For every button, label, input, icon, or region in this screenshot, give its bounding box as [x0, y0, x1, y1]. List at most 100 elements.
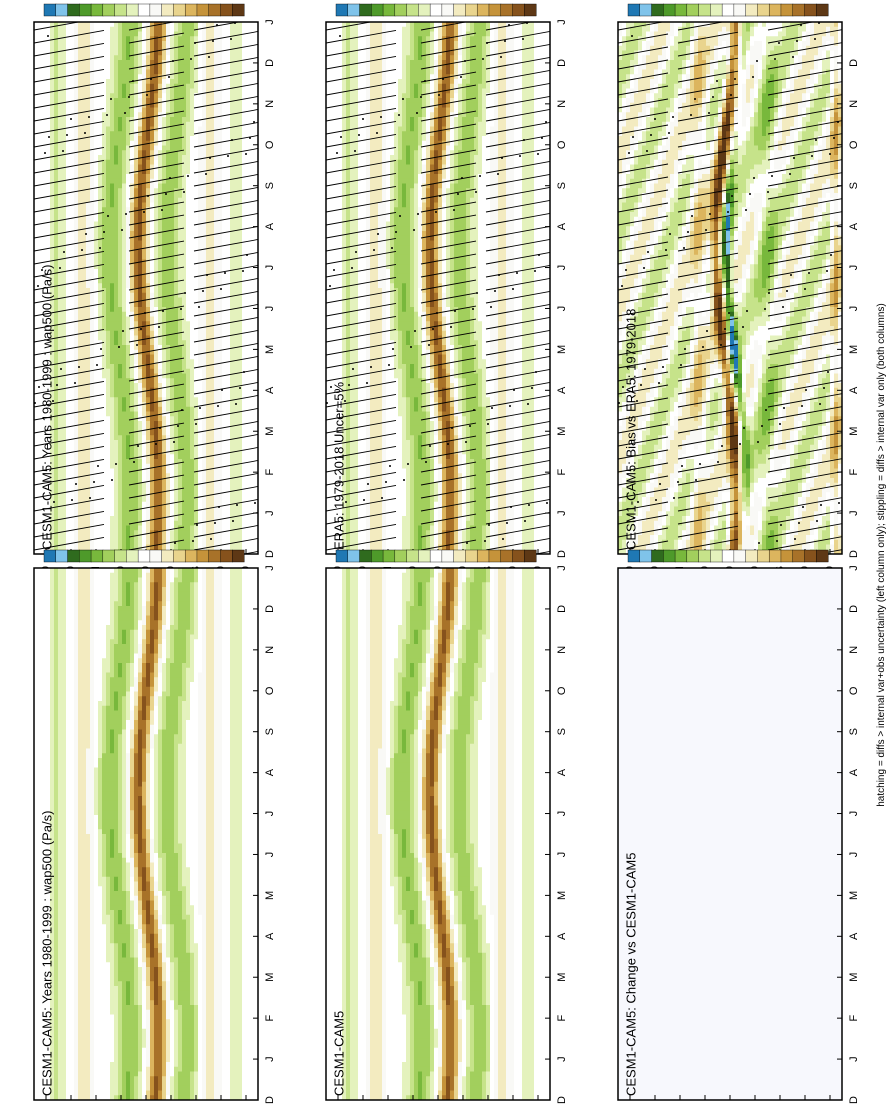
month-tick-label: F: [556, 469, 568, 476]
month-tick-1: J: [848, 1056, 860, 1062]
colorbar-swatch: [184, 3, 198, 17]
month-tick-label: S: [264, 728, 276, 735]
month-tick-6: J: [556, 852, 568, 858]
month-tick-2: F: [264, 1015, 276, 1022]
month-tick-label: N: [848, 100, 860, 108]
month-tick-label: D: [848, 1096, 860, 1104]
month-tick-label: M: [848, 427, 860, 436]
colorbar-swatch: [721, 3, 735, 17]
month-tick-label: A: [556, 222, 568, 230]
colorbar-swatch: [196, 3, 210, 17]
month-tick-9: S: [556, 728, 568, 735]
colorbar-swatch: [792, 549, 805, 563]
month-tick-13: J: [848, 565, 860, 571]
month-tick-label: J: [264, 19, 276, 25]
hatching: [618, 22, 842, 554]
month-tick-label: D: [556, 59, 568, 67]
month-tick-label: A: [848, 386, 860, 394]
month-tick-0: D: [264, 1096, 276, 1104]
colorbar-swatch: [500, 549, 513, 563]
colorbar-swatch: [721, 549, 735, 563]
colorbar-swatch: [639, 549, 653, 563]
colorbar-swatch: [686, 549, 700, 563]
colorbar-swatch: [149, 3, 163, 17]
colorbar-swatch: [429, 3, 443, 17]
month-tick-label: J: [556, 1056, 568, 1062]
colorbar-swatch: [733, 3, 747, 17]
month-tick-label: A: [264, 768, 276, 776]
colorbar-swatch: [698, 3, 711, 17]
month-tick-label: F: [556, 1015, 568, 1022]
month-tick-9: S: [848, 182, 860, 189]
panel-6: 8060°N20020°S6080DJFMAMJJASONDJCESM1-CAM…: [617, 549, 860, 1104]
month-tick-label: J: [264, 510, 276, 516]
panel-title-text: CESM1-CAM5: Years 1980-1999 : wap500 (Pa…: [40, 811, 55, 1096]
month-tick-1: J: [848, 510, 860, 516]
month-tick-6: J: [264, 306, 276, 312]
panel-title-text: ERA5: 1979-2018 Uncer=5%: [332, 382, 347, 550]
colorbar-swatch: [102, 549, 116, 563]
panel-4: 8060°N20020°S6080DJFMAMJJASONDJCESM1-CAM…: [33, 549, 276, 1104]
month-tick-label: F: [264, 469, 276, 476]
colorbar-swatch: [512, 3, 525, 17]
month-tick-label: A: [556, 768, 568, 776]
month-tick-1: J: [264, 1056, 276, 1062]
colorbar-swatch: [79, 3, 92, 17]
month-tick-6: J: [264, 852, 276, 858]
colorbar-swatch: [79, 549, 92, 563]
month-tick-label: S: [556, 728, 568, 735]
month-tick-label: M: [556, 427, 568, 436]
month-tick-12: D: [848, 59, 860, 67]
colorbar-swatch: [371, 549, 384, 563]
month-tick-2: F: [264, 469, 276, 476]
colorbar-swatch: [196, 549, 210, 563]
month-tick-2: F: [848, 469, 860, 476]
month-tick-label: S: [848, 728, 860, 735]
month-tick-label: D: [848, 550, 860, 558]
month-tick-12: D: [264, 59, 276, 67]
colorbar-swatch: [686, 3, 700, 17]
colorbar-swatch: [208, 549, 221, 563]
month-tick-3: M: [264, 973, 276, 982]
panel-title: CESM1-CAM5: Bias vs ERA5: 1979-2018: [624, 309, 639, 550]
month-tick-7: J: [848, 811, 860, 817]
month-tick-8: A: [264, 222, 276, 230]
panel-1: 8060°N20020°S6080DJFMAMJJASONDJCESM1-CAM…: [33, 3, 276, 578]
month-tick-label: D: [264, 59, 276, 67]
month-tick-5: M: [556, 345, 568, 354]
colorbar-swatch: [335, 549, 349, 563]
colorbar-swatch: [406, 3, 419, 17]
colorbar-swatch: [745, 3, 758, 17]
month-tick-1: J: [556, 1056, 568, 1062]
month-tick-13: J: [264, 19, 276, 25]
colorbar-swatch: [55, 3, 69, 17]
colorbar: [627, 549, 829, 563]
colorbar-swatch: [429, 549, 443, 563]
month-tick-5: M: [264, 345, 276, 354]
colorbar-swatch: [114, 3, 127, 17]
month-tick-label: J: [848, 1056, 860, 1062]
month-tick-label: S: [556, 182, 568, 189]
month-tick-label: J: [264, 265, 276, 271]
month-tick-label: J: [556, 565, 568, 571]
colorbar-swatch: [137, 3, 151, 17]
month-tick-12: D: [848, 605, 860, 613]
month-tick-label: N: [264, 646, 276, 654]
month-tick-4: A: [848, 386, 860, 394]
colorbar-swatch: [418, 3, 431, 17]
colorbar-swatch: [43, 549, 57, 563]
colorbar-swatch: [663, 3, 676, 17]
colorbar-swatch: [453, 549, 466, 563]
month-tick-12: D: [556, 59, 568, 67]
month-tick-label: A: [264, 222, 276, 230]
heatmap-field: [618, 22, 842, 554]
month-tick-label: O: [264, 686, 276, 695]
colorbar-swatch: [792, 3, 805, 17]
panel-3: 8060°N20020°S6080DJFMAMJJASONDCESM1-CAM5…: [617, 3, 860, 578]
month-tick-label: J: [556, 510, 568, 516]
month-tick-5: M: [264, 891, 276, 900]
month-tick-10: O: [556, 140, 568, 149]
month-tick-label: D: [556, 550, 568, 558]
heatmap-field: [34, 568, 258, 1100]
